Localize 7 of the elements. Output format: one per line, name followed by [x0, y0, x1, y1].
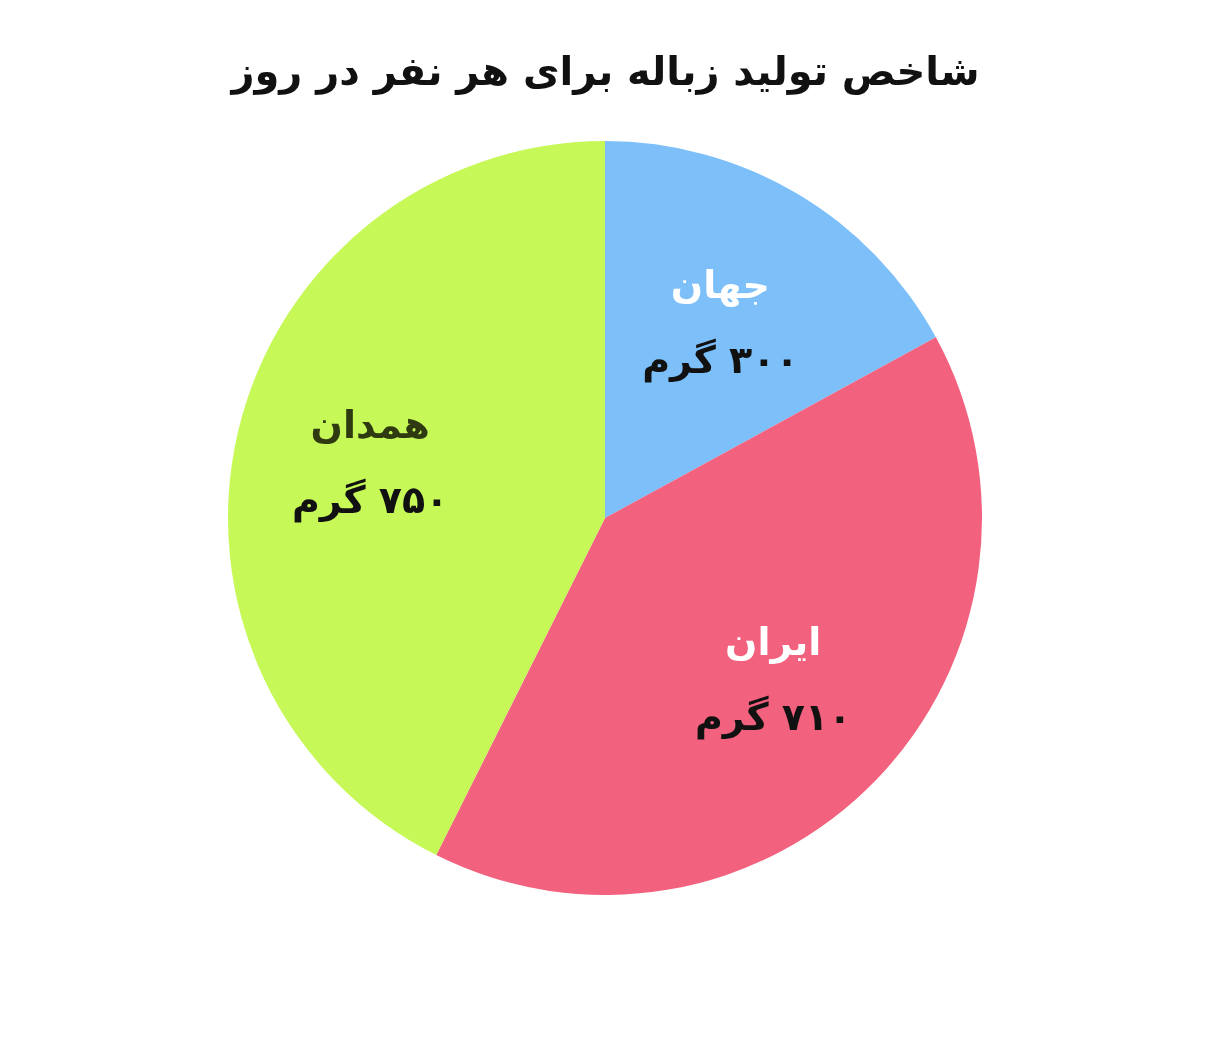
slice-label: همدان — [310, 402, 430, 447]
title: شاخص تولید زباله برای هر نفر در روز — [231, 48, 980, 94]
slice-label: ایران — [725, 620, 822, 665]
slice-label: جهان — [670, 263, 771, 308]
data-label: ۷۵۰ گرم — [291, 477, 449, 523]
data-label: ۷۱۰ گرم — [694, 695, 852, 741]
data-label: ۳۰۰ گرم — [642, 338, 799, 384]
